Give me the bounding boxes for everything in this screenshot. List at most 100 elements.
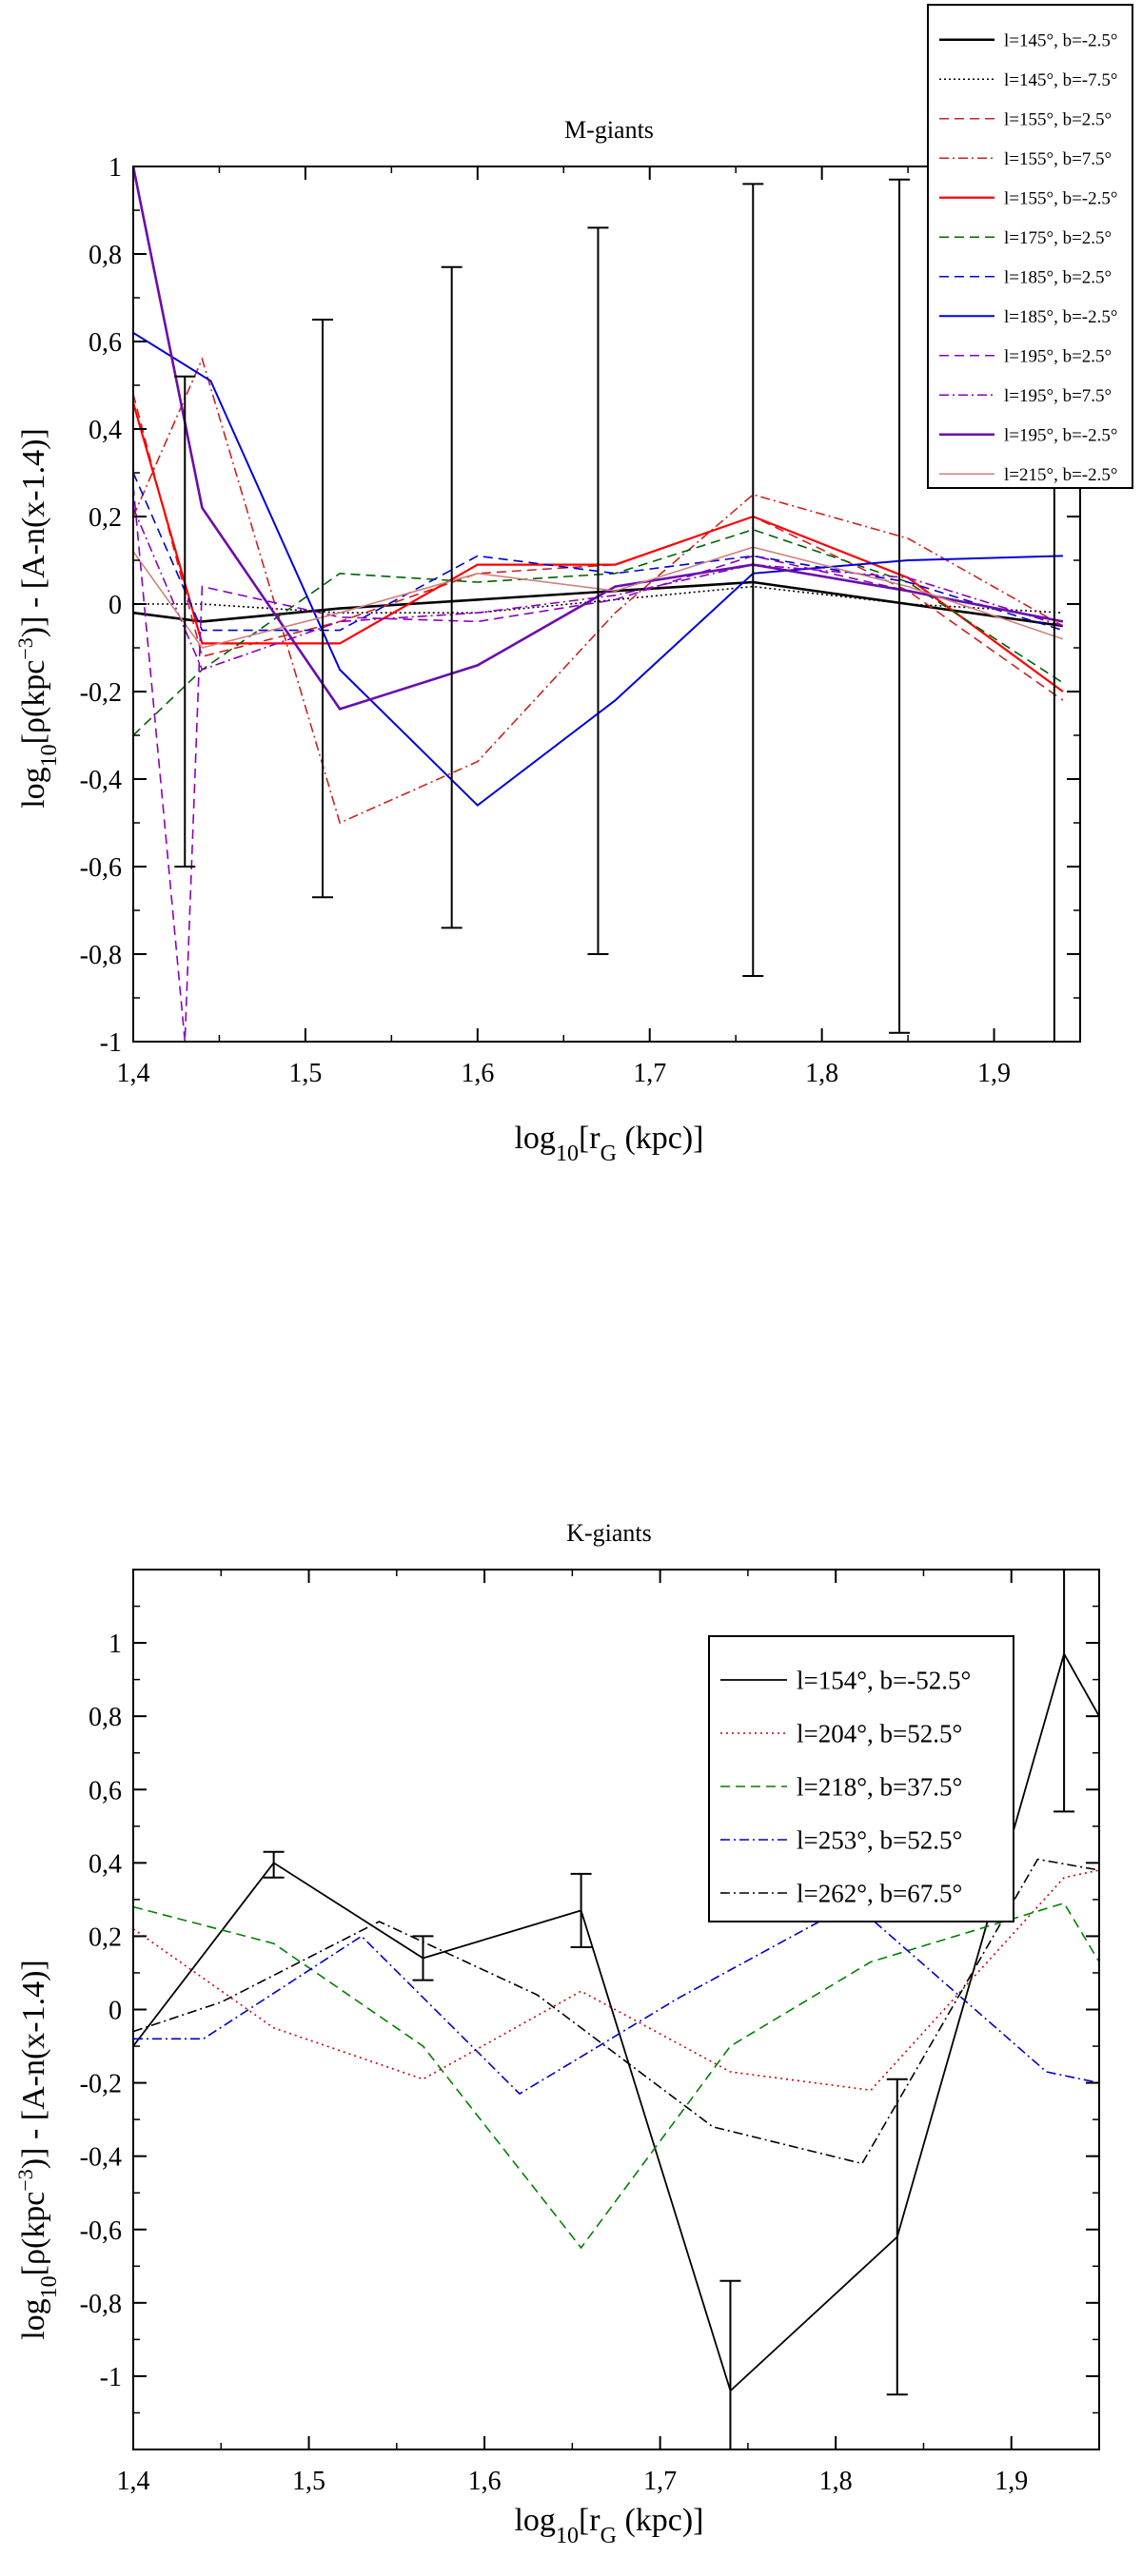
x-tick-label: 1,9 <box>994 2467 1028 2496</box>
y-tick-label: -0,4 <box>80 2143 122 2173</box>
y-tick-label: 1 <box>108 1630 122 1659</box>
x-tick-label: 1,5 <box>288 1059 322 1088</box>
k-giants-chart: K-giants 1,4 1,5 1,6 1,7 1,8 1,9 -1 -0,8 -0,6 -0,… <box>13 1519 1100 2548</box>
y-tick-label: -1 <box>100 1028 122 1058</box>
error-bar-3 <box>570 1872 592 1948</box>
legend: l=154°, b=-52.5° l=204°, b=52.5° l=218°, b… <box>708 1635 1014 1922</box>
legend-entry: l=155°, b=7.5° <box>939 149 1112 169</box>
series-line-12 <box>133 546 1064 649</box>
legend: l=145°, b=-2.5° l=145°, b=-7.5° l=155°, b=… <box>927 4 1133 489</box>
x-axis-label: log10[rG (kpc)] <box>514 2503 703 2548</box>
y-tick-label: 0,4 <box>89 416 122 445</box>
y-tick-label: -0,8 <box>80 2290 122 2319</box>
error-bar-3 <box>441 265 463 929</box>
x-tick-label: 1,4 <box>117 2467 150 2496</box>
legend-entry: l=175°, b=2.5° <box>939 228 1112 248</box>
error-bar-1 <box>174 375 196 868</box>
legend-entry: l=195°, b=7.5° <box>939 386 1112 406</box>
y-tick-label: -0,8 <box>80 941 122 970</box>
error-bar-4 <box>719 2279 741 2449</box>
m-giants-panel: M-giants 1,4 1,5 1,6 1,7 1,8 1,9 -1 -0,8 -0,6 -0,… <box>0 0 1142 1256</box>
series-line-9 <box>133 485 1064 1042</box>
y-tick-label: 0,4 <box>89 1849 122 1879</box>
x-tick-label: 1,8 <box>805 1059 838 1088</box>
series-line-3 <box>133 393 1064 701</box>
y-tick-label: 0,6 <box>89 1776 122 1805</box>
legend-entry: l=215°, b=-2.5° <box>939 465 1117 485</box>
legend-label: l=215°, b=-2.5° <box>1004 465 1117 485</box>
legend-entry: l=185°, b=-2.5° <box>939 307 1117 327</box>
legend-label: l=155°, b=7.5° <box>1004 149 1112 169</box>
error-bar-2 <box>312 319 333 899</box>
y-tick-label: -0,2 <box>80 678 122 708</box>
legend-entry: l=253°, b=52.5° <box>720 1825 962 1854</box>
y-tick-label: 0 <box>108 591 122 620</box>
x-tick-label: 1,9 <box>977 1059 1011 1088</box>
series-line-2 <box>133 1869 1099 2092</box>
legend-entry: l=204°, b=52.5° <box>720 1719 962 1747</box>
series-line-11 <box>133 166 1064 711</box>
error-bar-5 <box>886 2078 908 2396</box>
error-bar-6 <box>1053 1570 1075 1813</box>
k-giants-panel: K-giants 1,4 1,5 1,6 1,7 1,8 1,9 -1 -0,8 -0,6 -0,… <box>0 1256 1142 2571</box>
legend-label: l=155°, b=2.5° <box>1004 109 1112 129</box>
y-tick-label: 0 <box>108 1997 122 2026</box>
legend-entry: l=155°, b=2.5° <box>939 109 1112 129</box>
legend-label: l=262°, b=67.5° <box>797 1879 962 1907</box>
legend-label: l=218°, b=37.5° <box>797 1772 962 1801</box>
x-tick-label: 1,8 <box>819 2467 853 2496</box>
y-tick-label: 0,8 <box>89 241 122 270</box>
error-bar-1 <box>263 1850 285 1879</box>
legend-entry: l=262°, b=67.5° <box>720 1879 962 1907</box>
legend-entry: l=218°, b=37.5° <box>720 1772 962 1801</box>
legend-entry: l=145°, b=-7.5° <box>939 70 1117 90</box>
legend-label: l=185°, b=2.5° <box>1004 267 1112 287</box>
y-tick-label: -0,4 <box>80 766 122 795</box>
series-line-1 <box>133 1651 1099 2392</box>
legend-entry: l=185°, b=2.5° <box>939 267 1112 287</box>
legend-label: l=195°, b=2.5° <box>1004 346 1112 366</box>
legend-label: l=145°, b=-2.5° <box>1004 30 1117 50</box>
series-line-4 <box>133 357 1064 825</box>
x-tick-label: 1,5 <box>292 2467 325 2496</box>
series-line-6 <box>133 528 1064 736</box>
legend-label: l=195°, b=7.5° <box>1004 386 1112 406</box>
series-line-4 <box>133 1902 1099 2096</box>
error-bar-6 <box>889 178 911 1034</box>
legend-label: l=154°, b=-52.5° <box>797 1666 971 1694</box>
y-axis-label: log10[ρ(kpc−3)] - [A-n(x-1.4)] <box>13 428 63 809</box>
m-giants-chart: M-giants 1,4 1,5 1,6 1,7 1,8 1,9 -1 -0,8 -0,6 -0,… <box>13 4 1133 1166</box>
y-tick-label: 0,6 <box>89 328 122 358</box>
legend-entry: l=154°, b=-52.5° <box>720 1666 971 1694</box>
legend-entry: l=155°, b=-2.5° <box>939 188 1117 208</box>
legend-entry: l=145°, b=-2.5° <box>939 30 1117 50</box>
legend-entry: l=195°, b=2.5° <box>939 346 1112 366</box>
y-tick-label: -0,6 <box>80 853 122 883</box>
x-tick-label: 1,7 <box>643 2467 677 2496</box>
legend-label: l=204°, b=52.5° <box>797 1719 962 1747</box>
x-tick-label: 1,7 <box>633 1059 666 1088</box>
y-tick-label: 0,2 <box>89 1922 122 1952</box>
legend-label: l=253°, b=52.5° <box>797 1825 962 1854</box>
legend-label: l=185°, b=-2.5° <box>1004 307 1117 327</box>
y-tick-label: -0,2 <box>80 2070 122 2099</box>
error-bar-5 <box>742 183 764 977</box>
series-line-1 <box>133 580 1064 628</box>
legend-label: l=175°, b=2.5° <box>1004 228 1112 248</box>
x-tick-label: 1,4 <box>117 1059 150 1088</box>
error-bar-4 <box>587 226 609 955</box>
legend-label: l=195°, b=-2.5° <box>1004 425 1117 445</box>
series-line-7 <box>133 472 1064 632</box>
y-tick-label: 1 <box>108 153 122 183</box>
legend-label: l=145°, b=-7.5° <box>1004 70 1117 90</box>
y-tick-label: -0,6 <box>80 2216 122 2246</box>
x-tick-label: 1,6 <box>468 2467 502 2496</box>
x-tick-label: 1,6 <box>461 1059 494 1088</box>
series-line-2 <box>133 585 1063 615</box>
legend-entry: l=195°, b=-2.5° <box>939 425 1117 445</box>
x-axis-label: log10[rG (kpc)] <box>514 1121 703 1166</box>
y-tick-label: 0,2 <box>89 503 122 533</box>
legend-label: l=155°, b=-2.5° <box>1004 188 1117 208</box>
chart-title: K-giants <box>566 1519 652 1547</box>
y-axis-label: log10[ρ(kpc−3)] - [A-n(x-1.4)] <box>13 1960 63 2340</box>
